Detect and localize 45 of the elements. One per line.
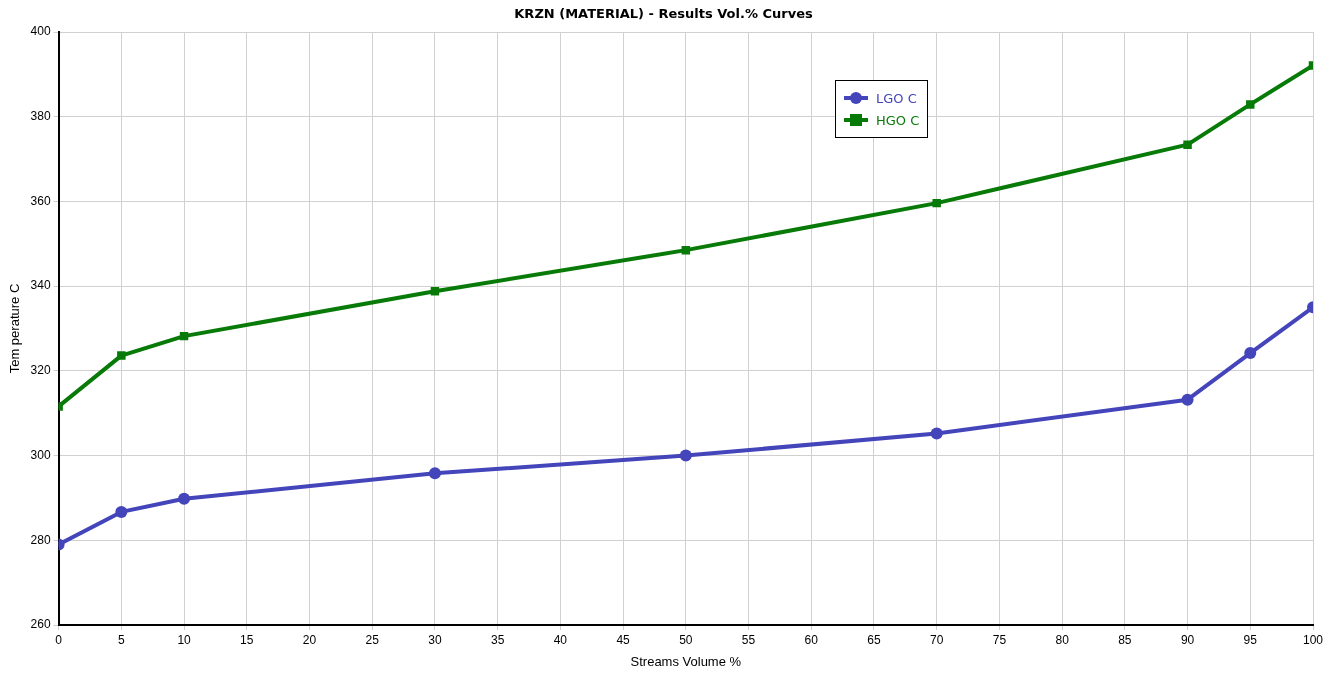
point [1183, 140, 1192, 149]
y-tick-label: 340 [30, 278, 51, 293]
x-tick-label: 45 [616, 632, 631, 647]
point [117, 351, 126, 360]
x-tick-label: 20 [302, 632, 317, 647]
x-tick-label: 35 [490, 632, 505, 647]
point [115, 505, 128, 518]
x-tick-label: 50 [679, 632, 693, 647]
point [930, 427, 943, 440]
x-tick-label: 95 [1243, 632, 1258, 647]
y-axis-title: Tem perature C [7, 283, 23, 374]
point [1181, 393, 1194, 406]
x-tick-label: 80 [1055, 632, 1070, 647]
point [932, 198, 941, 208]
y-tick-label: 300 [30, 447, 51, 462]
x-tick-label: 5 [118, 632, 125, 647]
x-tick-label: 40 [553, 632, 568, 647]
x-tick-label: 100 [1302, 632, 1324, 647]
y-tick-label: 260 [30, 617, 51, 632]
point [428, 467, 441, 480]
legend-label: LGO C [876, 90, 917, 106]
x-tick-label: 15 [240, 632, 254, 647]
y-tick-label: 380 [30, 109, 51, 124]
x-tick-label: 30 [428, 632, 442, 647]
x-tick-label: 0 [55, 632, 63, 647]
x-tick-label: 70 [930, 632, 944, 647]
x-tick-label: 55 [741, 632, 756, 647]
y-tick-label: 400 [30, 24, 51, 39]
x-tick-label: 85 [1118, 632, 1132, 647]
x-axis-title: Streams Volume % [630, 653, 742, 669]
y-tick-label: 320 [30, 363, 51, 378]
x-tick-label: 90 [1180, 632, 1195, 647]
point [178, 492, 191, 505]
y-tick-label: 280 [30, 532, 51, 547]
chart-title: KRZN (MATERIAL) - Results Vol.% Curves [513, 6, 814, 21]
x-tick-label: 25 [365, 632, 380, 647]
point [1246, 100, 1255, 109]
x-tick-label: 75 [992, 632, 1007, 647]
y-tick-label: 360 [30, 193, 51, 208]
x-tick-label: 60 [804, 632, 819, 647]
legend-label: HGO C [876, 112, 920, 128]
point [679, 449, 692, 462]
x-tick-label: 10 [177, 632, 192, 647]
x-tick-label: 65 [867, 632, 881, 647]
point [1244, 347, 1257, 360]
